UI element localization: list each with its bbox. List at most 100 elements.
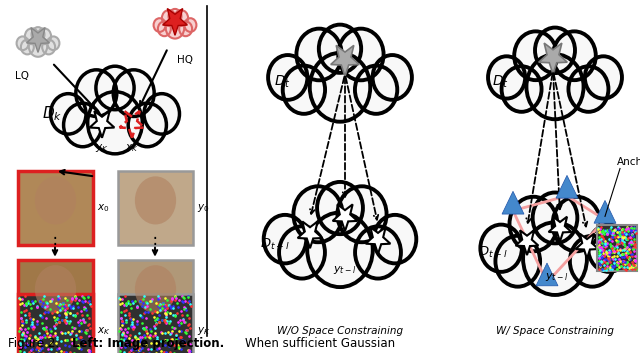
Circle shape [51, 94, 86, 134]
Circle shape [25, 28, 39, 44]
Circle shape [88, 92, 142, 154]
Circle shape [502, 66, 541, 112]
Circle shape [264, 215, 307, 263]
Bar [118, 294, 193, 353]
Bar [18, 259, 93, 334]
Text: Anchor: Anchor [617, 157, 640, 167]
Circle shape [174, 10, 188, 26]
Polygon shape [556, 175, 578, 198]
Circle shape [588, 225, 630, 272]
Polygon shape [502, 191, 524, 214]
Circle shape [293, 186, 342, 242]
Text: $x_0$: $x_0$ [97, 202, 109, 214]
Circle shape [514, 31, 557, 80]
Circle shape [372, 55, 412, 100]
Circle shape [31, 27, 44, 42]
Circle shape [283, 66, 325, 114]
Text: $y_K$: $y_K$ [197, 325, 211, 337]
Text: LQ: LQ [15, 71, 29, 80]
Text: $y_0$: $y_0$ [197, 202, 209, 214]
Text: $y_{t-l}$: $y_{t-l}$ [545, 271, 569, 283]
Polygon shape [536, 263, 558, 286]
Text: W/ Space Constraining: W/ Space Constraining [496, 326, 614, 336]
Text: $D_{t-l}$: $D_{t-l}$ [260, 237, 290, 252]
Circle shape [144, 94, 179, 134]
Circle shape [96, 66, 134, 110]
Circle shape [307, 213, 372, 287]
Circle shape [319, 25, 361, 73]
Circle shape [162, 10, 176, 26]
Circle shape [168, 9, 182, 24]
Circle shape [523, 222, 587, 295]
Polygon shape [298, 221, 323, 248]
Text: $x_K$: $x_K$ [125, 142, 139, 154]
Circle shape [568, 66, 609, 112]
Circle shape [268, 55, 307, 100]
Circle shape [296, 29, 342, 80]
Text: ⋮: ⋮ [147, 235, 163, 253]
Circle shape [37, 28, 51, 44]
Circle shape [535, 28, 575, 73]
Text: $D_k$: $D_k$ [42, 104, 62, 123]
Ellipse shape [35, 176, 76, 225]
Polygon shape [331, 46, 359, 76]
Bar [597, 226, 637, 271]
Circle shape [570, 236, 614, 287]
Circle shape [509, 197, 557, 251]
Circle shape [279, 226, 325, 279]
Circle shape [317, 182, 363, 234]
Text: $D_t$: $D_t$ [492, 74, 508, 90]
Bar [118, 171, 193, 245]
Polygon shape [27, 28, 49, 52]
Polygon shape [90, 111, 115, 138]
Ellipse shape [35, 265, 76, 313]
Circle shape [488, 56, 525, 98]
Circle shape [310, 53, 370, 122]
Circle shape [47, 36, 60, 50]
Circle shape [338, 29, 383, 80]
Circle shape [76, 70, 116, 116]
Polygon shape [365, 227, 390, 254]
Text: W/O Space Constraining: W/O Space Constraining [277, 326, 403, 336]
Polygon shape [333, 204, 357, 231]
Circle shape [553, 31, 596, 80]
Text: $D_{t-l}$: $D_{t-l}$ [478, 245, 508, 261]
Bar [18, 294, 93, 353]
Ellipse shape [135, 265, 176, 313]
Circle shape [481, 225, 522, 272]
Circle shape [527, 54, 584, 119]
Circle shape [184, 18, 196, 32]
Circle shape [21, 40, 34, 54]
Text: When sufficient Gaussian: When sufficient Gaussian [245, 336, 395, 349]
Polygon shape [163, 8, 188, 35]
Bar [18, 171, 93, 245]
Text: $y_{t-l}$: $y_{t-l}$ [333, 264, 356, 276]
Circle shape [128, 103, 166, 147]
Polygon shape [548, 217, 572, 241]
Circle shape [355, 226, 401, 279]
Circle shape [113, 70, 154, 116]
Circle shape [29, 36, 47, 57]
Circle shape [17, 36, 29, 50]
Circle shape [179, 22, 192, 36]
Circle shape [154, 18, 166, 32]
Polygon shape [594, 201, 616, 223]
Polygon shape [575, 234, 598, 258]
Text: HQ: HQ [177, 55, 193, 65]
Bar [118, 259, 193, 334]
Circle shape [42, 40, 55, 54]
Text: $y_K$: $y_K$ [95, 142, 109, 154]
Text: $D_t$: $D_t$ [273, 74, 291, 90]
Circle shape [495, 236, 540, 287]
Polygon shape [539, 43, 567, 74]
Circle shape [337, 186, 387, 242]
Circle shape [585, 56, 622, 98]
Text: Left: Image projection.: Left: Image projection. [72, 336, 224, 349]
Circle shape [552, 197, 600, 251]
Circle shape [374, 215, 416, 263]
Text: $x_K$: $x_K$ [97, 325, 111, 337]
Polygon shape [516, 231, 538, 255]
Circle shape [355, 66, 397, 114]
Circle shape [532, 192, 577, 243]
Circle shape [166, 18, 184, 38]
